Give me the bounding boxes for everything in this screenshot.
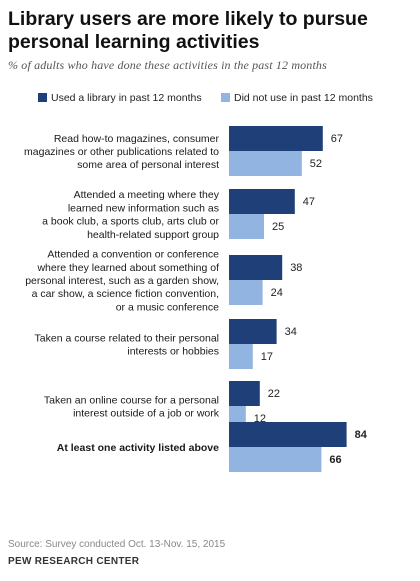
category-label: Taken a course related to their personal [35, 332, 219, 344]
category-label: At least one activity listed above [57, 442, 219, 454]
data-label-did-not-use: 24 [271, 287, 283, 299]
legend-swatch-2 [221, 93, 230, 102]
category-label: Attended a meeting where they [74, 189, 220, 201]
category-label: Read how-to magazines, consumer [54, 133, 220, 145]
data-label-used-library: 22 [268, 388, 280, 400]
bar-did-not-use [229, 447, 322, 472]
bar-used-library [229, 422, 347, 447]
category-label: magazines or other publications related … [24, 146, 219, 158]
data-label-used-library: 34 [285, 326, 297, 338]
data-label-used-library: 67 [331, 133, 343, 145]
category-label: personal interest, such as a garden show… [25, 275, 219, 287]
category-label: some area of personal interest [77, 159, 219, 171]
source-note: Source: Survey conducted Oct. 13-Nov. 15… [8, 539, 226, 550]
category-label: learned new information such as [68, 202, 219, 214]
bar-used-library [229, 189, 295, 214]
organization-label: PEW RESEARCH CENTER [8, 556, 140, 567]
category-label: where they learned about something of [36, 262, 219, 274]
data-label-did-not-use: 17 [261, 351, 273, 363]
data-label-used-library: 47 [303, 196, 315, 208]
category-label: or a music conference [116, 301, 219, 313]
bar-used-library [229, 319, 277, 344]
category-label: interests or hobbies [127, 346, 219, 358]
bar-used-library [229, 126, 323, 151]
category-label: Attended a convention or conference [47, 249, 219, 261]
chart-title: Library users are more likely to pursue … [8, 8, 368, 53]
legend-label-2: Did not use in past 12 months [234, 92, 373, 104]
category-label: a car show, a science fiction convention… [32, 288, 219, 300]
legend-swatch-1 [38, 93, 47, 102]
bar-used-library [229, 381, 260, 406]
data-label-used-library: 84 [355, 429, 368, 441]
data-label-did-not-use: 52 [310, 158, 322, 170]
bar-did-not-use [229, 151, 302, 176]
category-label: Taken an online course for a personal [44, 394, 219, 406]
data-label-used-library: 38 [290, 262, 302, 274]
legend-label-1: Used a library in past 12 months [51, 92, 202, 104]
chart-subtitle: % of adults who have done these activiti… [8, 58, 327, 72]
category-label: a book club, a sports club, arts club or [42, 216, 219, 228]
data-label-did-not-use: 66 [329, 454, 341, 466]
bar-did-not-use [229, 344, 253, 369]
data-label-did-not-use: 25 [272, 221, 284, 233]
bar-used-library [229, 255, 283, 280]
bar-did-not-use [229, 214, 264, 239]
category-label: interest outside of a job or work [73, 408, 220, 420]
bar-did-not-use [229, 280, 263, 305]
category-label: health-related support group [87, 229, 219, 241]
